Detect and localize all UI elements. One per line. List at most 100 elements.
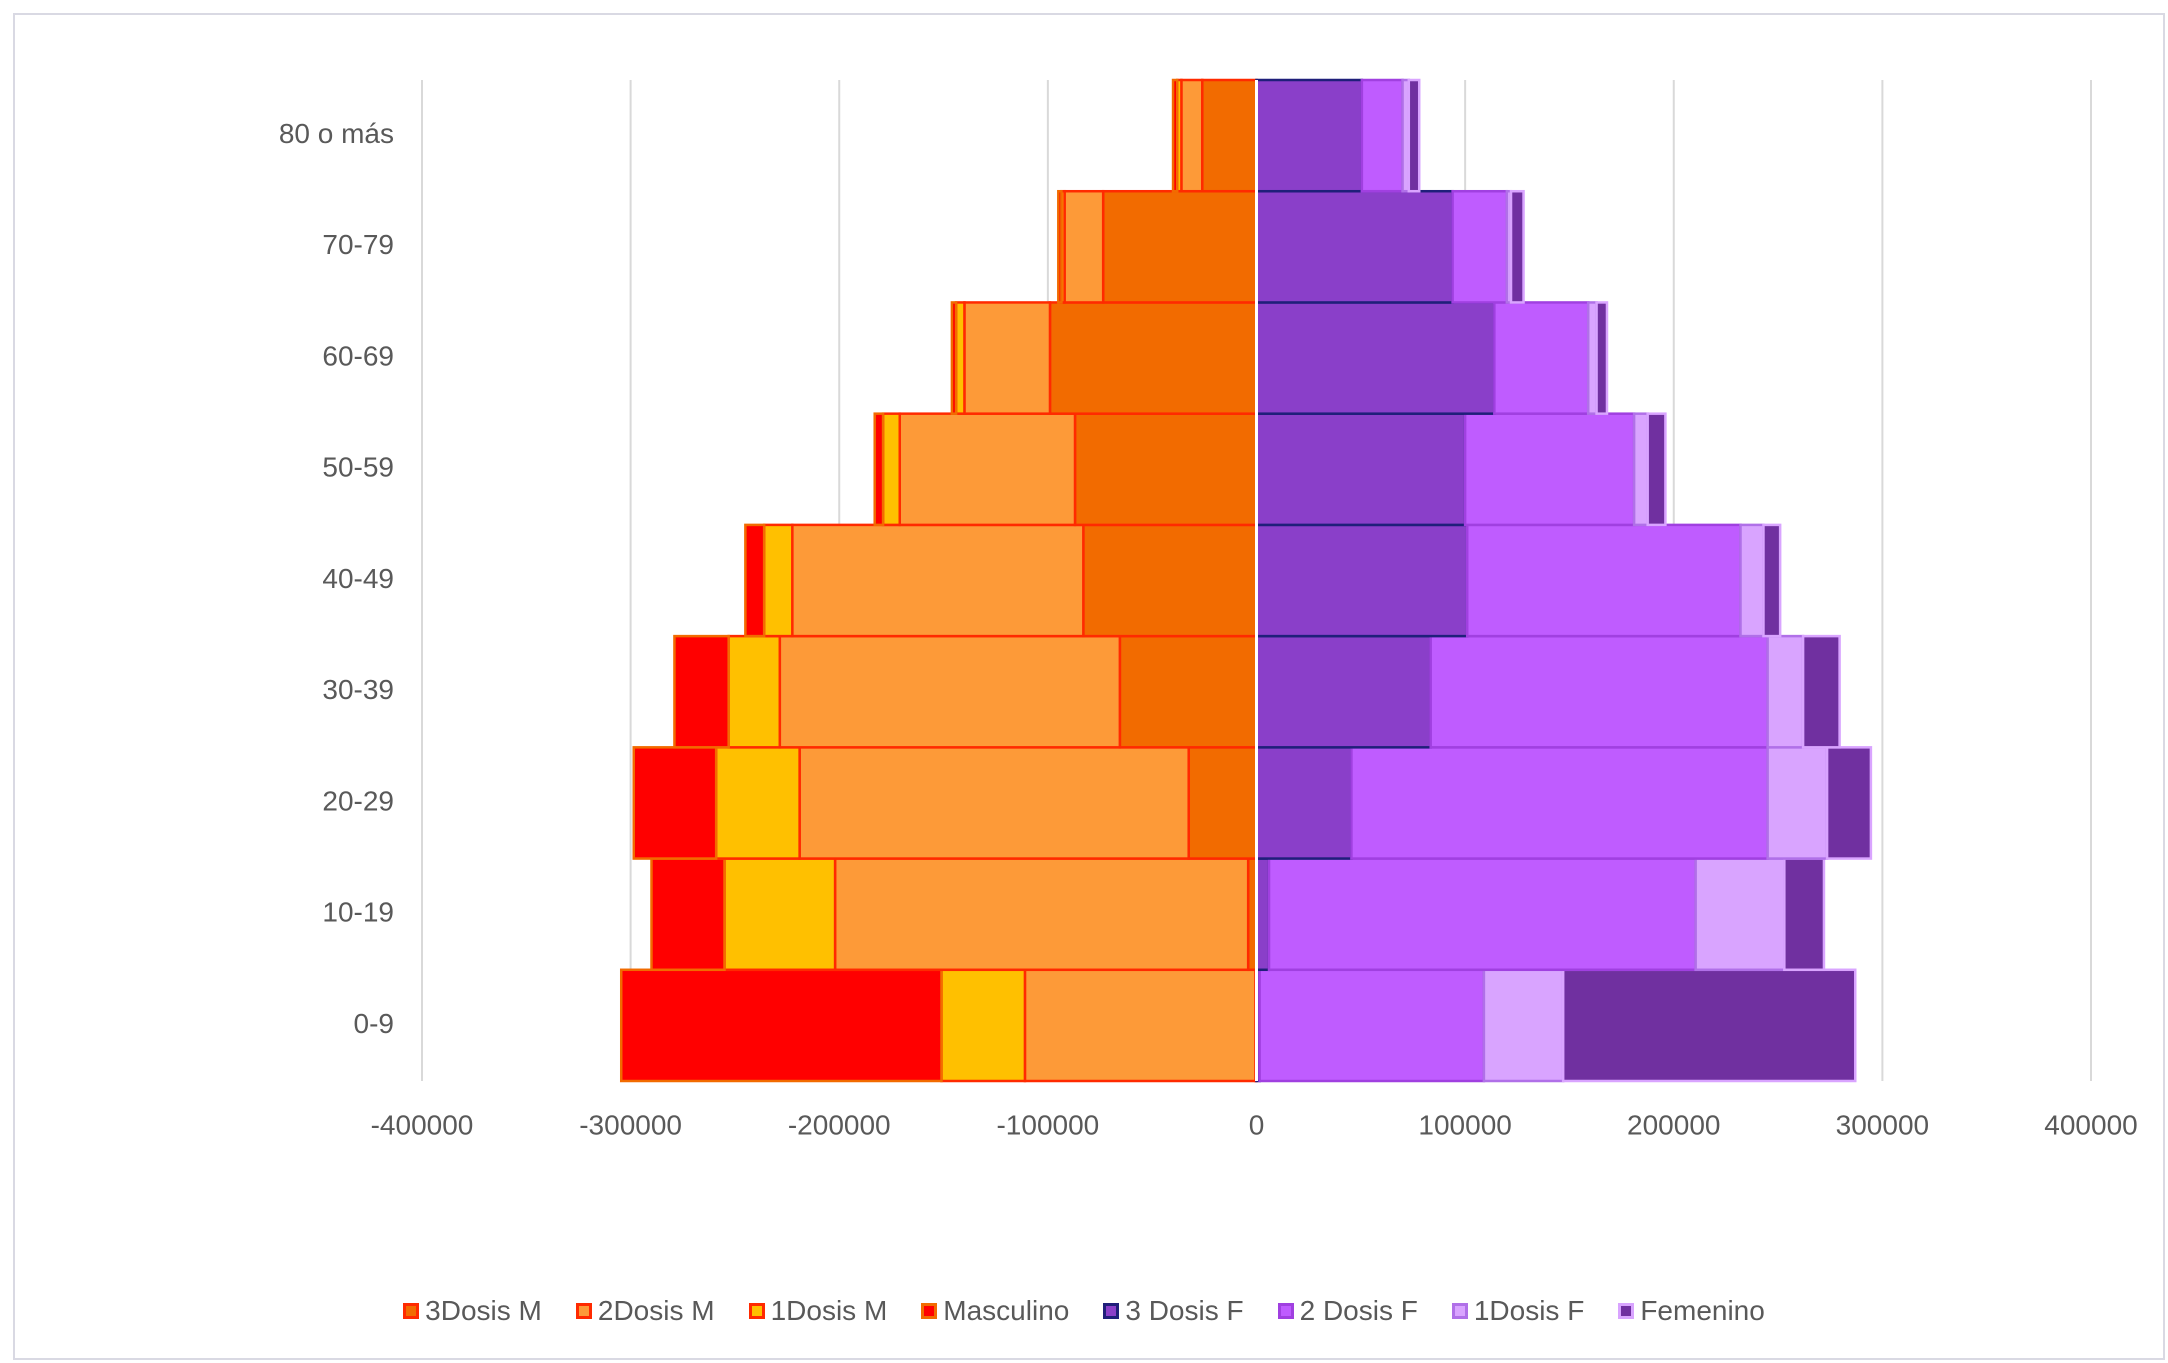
legend-label: 1Dosis F bbox=[1473, 1295, 1585, 1326]
legend-item: Femenino bbox=[1618, 1295, 1765, 1327]
bar-segment bbox=[744, 523, 766, 638]
legend-item: Masculino bbox=[921, 1295, 1069, 1327]
bar-segment bbox=[1255, 189, 1454, 304]
bar-segment bbox=[798, 746, 1190, 860]
bar-segment bbox=[1739, 523, 1765, 638]
bar-segment bbox=[673, 634, 730, 749]
bar-segment bbox=[1118, 634, 1258, 749]
bar-segment bbox=[1465, 523, 1742, 638]
bar-segment bbox=[1255, 746, 1353, 860]
x-tick-label: 300000 bbox=[1836, 1109, 1929, 1140]
legend-item: 1Dosis F bbox=[1451, 1295, 1585, 1327]
bar-segment bbox=[1561, 968, 1857, 1083]
legend-label: 2 Dosis F bbox=[1299, 1295, 1418, 1326]
bar-segment bbox=[1646, 412, 1667, 527]
bar-segment bbox=[1694, 857, 1786, 972]
legend-label: Femenino bbox=[1640, 1295, 1765, 1326]
bar-segment bbox=[1255, 412, 1467, 527]
bar-segment bbox=[1429, 634, 1769, 749]
legend-item: 2Dosis M bbox=[575, 1295, 715, 1327]
y-tick-label: 80 o más bbox=[279, 118, 394, 149]
legend-item: 3 Dosis F bbox=[1103, 1295, 1244, 1327]
legend-label: Masculino bbox=[943, 1295, 1070, 1326]
x-tick-label: 100000 bbox=[1418, 1109, 1511, 1140]
bar-segment bbox=[1180, 78, 1204, 193]
legend-label: 3 Dosis F bbox=[1125, 1295, 1244, 1326]
bar-segment bbox=[1073, 412, 1258, 527]
legend-swatch bbox=[1277, 1303, 1294, 1319]
bar-segment bbox=[1255, 78, 1364, 193]
y-tick-label: 20-29 bbox=[322, 785, 394, 816]
bar-segment bbox=[1451, 189, 1509, 304]
bar-segment bbox=[873, 412, 885, 527]
bar-segment bbox=[791, 523, 1085, 638]
x-tick-label: -400000 bbox=[371, 1109, 474, 1140]
bar-segment bbox=[1082, 523, 1258, 638]
bar-segment bbox=[1255, 523, 1469, 638]
bar-segment bbox=[1762, 523, 1782, 638]
y-tick-label: 60-69 bbox=[322, 340, 394, 371]
bar-segment bbox=[650, 857, 726, 972]
bar-segment bbox=[632, 746, 718, 860]
bar-segment bbox=[1407, 78, 1421, 193]
x-tick-label: 400000 bbox=[2044, 1109, 2137, 1140]
x-tick-label: -200000 bbox=[788, 1109, 891, 1140]
bar-segment bbox=[1101, 189, 1258, 304]
legend-item: 1Dosis M bbox=[748, 1295, 888, 1327]
y-tick-label: 30-39 bbox=[322, 674, 394, 705]
bar-segment bbox=[1509, 189, 1525, 304]
bar-segment bbox=[1632, 412, 1649, 527]
legend-item: 2 Dosis F bbox=[1277, 1295, 1418, 1327]
chart-frame bbox=[13, 13, 2165, 1360]
bar-segment bbox=[1267, 857, 1697, 972]
bar-segment bbox=[778, 634, 1122, 749]
bar-segment bbox=[898, 412, 1077, 527]
bar-segment bbox=[714, 746, 801, 860]
bar-segment bbox=[1766, 746, 1829, 860]
legend-swatch bbox=[748, 1303, 765, 1319]
bar-segment bbox=[723, 857, 837, 972]
bar-segment bbox=[1482, 968, 1565, 1083]
legend-swatch bbox=[921, 1303, 938, 1319]
bar-segment bbox=[881, 412, 902, 527]
bar-segment bbox=[1825, 746, 1873, 860]
bar-segment bbox=[1360, 78, 1404, 193]
y-tick-label: 40-49 bbox=[322, 563, 394, 594]
legend: 3Dosis M 2Dosis M 1Dosis M Masculino 3 Dosis… bbox=[0, 1295, 2168, 1327]
bar-segment bbox=[1463, 412, 1636, 527]
bar-segment bbox=[963, 301, 1052, 415]
bar-segment bbox=[1595, 301, 1609, 415]
bar-segment bbox=[1255, 301, 1496, 415]
bar-segment bbox=[833, 857, 1250, 972]
bar-segment bbox=[950, 301, 958, 415]
legend-swatch bbox=[1451, 1303, 1468, 1319]
bar-segment bbox=[1258, 968, 1486, 1083]
legend-swatch bbox=[403, 1303, 420, 1319]
bar-segment bbox=[1586, 301, 1598, 415]
bar-segment bbox=[954, 301, 966, 415]
bar-segment bbox=[1255, 857, 1271, 972]
y-tick-label: 0-9 bbox=[354, 1008, 394, 1039]
bar-segment bbox=[762, 523, 794, 638]
legend-swatch bbox=[1618, 1303, 1635, 1319]
x-tick-label: -300000 bbox=[579, 1109, 682, 1140]
bar-segment bbox=[1350, 746, 1769, 860]
legend-swatch bbox=[575, 1303, 592, 1319]
bar-segment bbox=[1801, 634, 1841, 749]
legend-item: 3Dosis M bbox=[403, 1295, 542, 1327]
x-tick-label: 200000 bbox=[1627, 1109, 1720, 1140]
x-tick-label: -100000 bbox=[996, 1109, 1099, 1140]
y-tick-label: 50-59 bbox=[322, 452, 394, 483]
x-tick-label: 0 bbox=[1249, 1109, 1265, 1140]
bar-segment bbox=[1057, 189, 1063, 304]
legend-swatch bbox=[1103, 1303, 1120, 1319]
legend-label: 3Dosis M bbox=[425, 1295, 542, 1326]
bar-segment bbox=[619, 968, 943, 1083]
bar-segment bbox=[1171, 78, 1179, 193]
bar-segment bbox=[1783, 857, 1826, 972]
bar-segment bbox=[940, 968, 1027, 1083]
bar-segment bbox=[1493, 301, 1590, 415]
legend-label: 1Dosis M bbox=[770, 1295, 888, 1326]
bar-segment bbox=[1063, 189, 1105, 304]
